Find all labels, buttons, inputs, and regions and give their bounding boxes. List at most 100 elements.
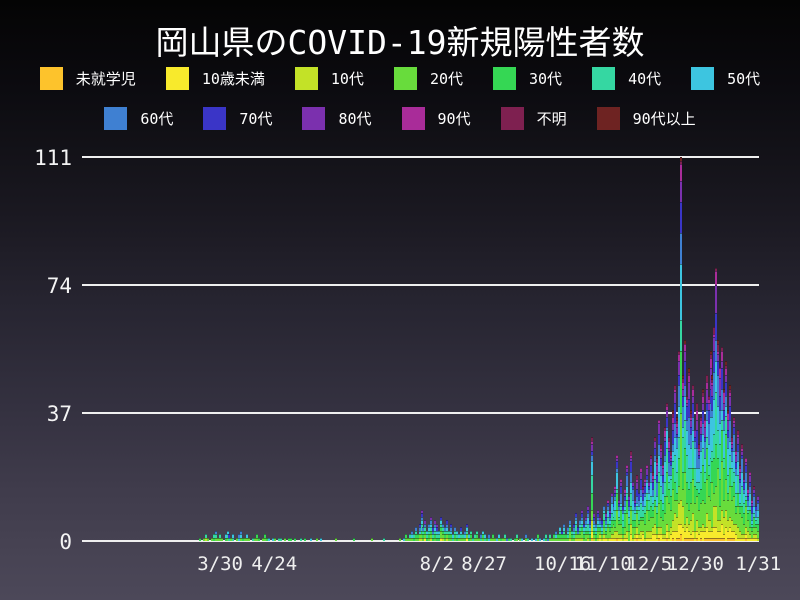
bar-segment [584, 534, 587, 541]
bar-segment [662, 482, 664, 493]
legend-swatch [104, 106, 128, 130]
bar-segment [727, 537, 730, 541]
bar-segment [715, 361, 718, 393]
bar-segment [404, 537, 407, 541]
legend-item-4[interactable]: 30代 [493, 66, 562, 90]
bar-segment [406, 537, 409, 541]
bar-segment [695, 430, 698, 448]
bar-segment [616, 509, 619, 531]
bar [283, 537, 286, 541]
bar-segment [408, 537, 411, 541]
bar-segment [626, 492, 629, 500]
bar-segment [551, 537, 554, 541]
bar-segment [679, 264, 682, 320]
bar-segment [644, 506, 647, 514]
bar-segment [660, 451, 663, 459]
bar [254, 537, 257, 541]
bar-segment [681, 437, 684, 472]
bar-segment [739, 471, 742, 479]
bar-segment [650, 516, 653, 531]
bar-segment [266, 537, 269, 541]
bar-segment [725, 364, 728, 369]
bar-segment [650, 530, 653, 538]
bar-segment [481, 530, 484, 535]
bar-segment [612, 503, 615, 507]
bar-segment [711, 482, 714, 528]
legend-item-9[interactable]: 80代 [302, 106, 372, 130]
bar-segment [640, 489, 643, 497]
bar [404, 534, 407, 541]
bar-segment [658, 527, 661, 535]
bar [279, 537, 282, 541]
bar-segment [432, 527, 435, 531]
bar-segment [513, 537, 516, 541]
bar-segment [701, 395, 704, 403]
bar-segment [648, 509, 651, 521]
bar [537, 534, 540, 541]
legend-item-8[interactable]: 70代 [203, 106, 272, 130]
bar-segment [719, 444, 722, 479]
bar [428, 523, 431, 541]
bar [226, 530, 229, 541]
bar [715, 267, 718, 541]
bar-segment [446, 520, 449, 524]
legend-item-5[interactable]: 40代 [592, 66, 661, 90]
bar-segment [483, 534, 486, 538]
bar-segment [695, 402, 698, 410]
bar-segment [689, 537, 692, 541]
legend-item-11[interactable]: 不明 [500, 106, 567, 130]
bar-segment [755, 537, 758, 541]
bar-segment [204, 537, 207, 541]
bar-segment [636, 503, 639, 507]
bar-segment [424, 520, 427, 524]
legend-swatch [165, 66, 189, 90]
legend-item-10[interactable]: 90代 [401, 106, 471, 130]
bar-segment [673, 530, 676, 541]
bar [733, 416, 736, 541]
legend-item-3[interactable]: 20代 [393, 66, 463, 90]
bar-segment [723, 402, 726, 410]
bar-segment [634, 513, 637, 521]
bar-segment [612, 520, 615, 524]
bar-segment [586, 506, 589, 510]
bar [543, 537, 546, 541]
bar-segment [757, 509, 760, 517]
legend-item-6[interactable]: 50代 [691, 66, 760, 90]
bar-segment [566, 527, 569, 531]
bar-segment [632, 509, 635, 521]
bar-segment [289, 537, 292, 541]
bar-segment [699, 489, 702, 503]
bar-segment [733, 426, 736, 434]
bar [739, 464, 742, 541]
bar-segment [614, 492, 617, 497]
bar-segment [703, 482, 706, 503]
bar-segment [677, 502, 680, 524]
bar-segment [353, 537, 356, 541]
bar-segment [709, 350, 712, 355]
bar [749, 471, 752, 541]
bar-segment [715, 527, 718, 538]
bar-segment [256, 534, 259, 538]
legend-item-12[interactable]: 90代以上 [596, 106, 696, 130]
bar-segment [725, 509, 728, 528]
bar-segment [608, 523, 611, 528]
bar-segment [640, 478, 643, 490]
bar [632, 482, 635, 541]
legend-item-2[interactable]: 10代 [294, 66, 364, 90]
bar-segment [741, 458, 744, 472]
bar-segment [711, 461, 714, 483]
bar [725, 361, 728, 541]
bar-segment [733, 496, 736, 524]
bar-segment [713, 492, 716, 507]
legend-item-1[interactable]: 10歳未満 [165, 66, 265, 90]
bar-segment [616, 489, 619, 493]
bar [545, 534, 548, 541]
legend-item-7[interactable]: 60代 [104, 106, 173, 130]
bar [644, 478, 647, 541]
bar-segment [214, 537, 217, 541]
bar [299, 537, 302, 541]
bar [503, 534, 506, 541]
legend-item-0[interactable]: 未就学児 [39, 66, 136, 90]
bar [671, 409, 674, 541]
bar-segment [679, 413, 682, 500]
